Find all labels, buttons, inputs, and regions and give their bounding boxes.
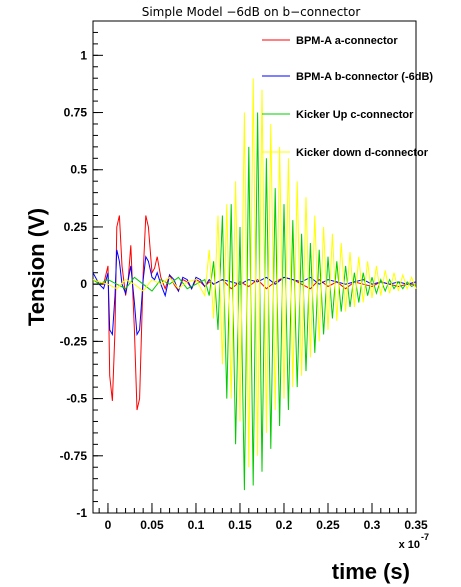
y-tick-label: 0.25 — [64, 220, 88, 234]
x-tick-label: 0.3 — [364, 518, 381, 532]
ticks-layer: 0 0.05 0.1 0.15 0.2 0.25 0.3 0.35 -1 -0.75 -0.5 -0.… — [60, 20, 428, 532]
y-tick-label: -0.25 — [60, 334, 88, 348]
series-line-3 — [92, 112, 417, 491]
y-tick-label: 0.5 — [70, 163, 87, 177]
series-line-2 — [92, 249, 417, 337]
x-tick-label: 0.05 — [140, 518, 164, 532]
y-tick-label: -0.5 — [66, 392, 87, 406]
chart-title: Simple Model −6dB on b−connector — [142, 5, 361, 19]
x-scale-label: x 10 — [399, 539, 420, 551]
legend-label: BPM-A b-connector (-6dB) — [296, 71, 433, 83]
y-tick-label: 0.75 — [64, 106, 88, 120]
legend-label: Kicker down d-connector — [296, 147, 429, 159]
y-axis-title: Tension (V) — [24, 208, 49, 326]
x-scale-exponent: -7 — [421, 532, 429, 542]
x-axis-title: time (s) — [332, 559, 410, 584]
legend-label: Kicker Up c-connector — [296, 109, 414, 121]
x-tick-label: 0 — [105, 518, 112, 532]
x-tick-label: 0.25 — [316, 518, 340, 532]
series-layer — [92, 78, 417, 491]
y-tick-label: 0 — [80, 277, 87, 291]
y-tick-label: -1 — [76, 506, 87, 520]
series-line-4 — [92, 78, 417, 468]
x-tick-label: 0.2 — [276, 518, 293, 532]
legend: BPM-A a-connector BPM-A b-connector (-6dB… — [262, 35, 433, 159]
x-tick-label: 0.35 — [404, 518, 428, 532]
y-tick-label: -0.75 — [60, 449, 88, 463]
x-tick-label: 0.15 — [228, 518, 252, 532]
x-tick-label: 0.1 — [188, 518, 205, 532]
y-tick-label: 1 — [80, 48, 87, 62]
plot-frame — [92, 20, 417, 514]
legend-label: BPM-A a-connector — [296, 35, 398, 47]
